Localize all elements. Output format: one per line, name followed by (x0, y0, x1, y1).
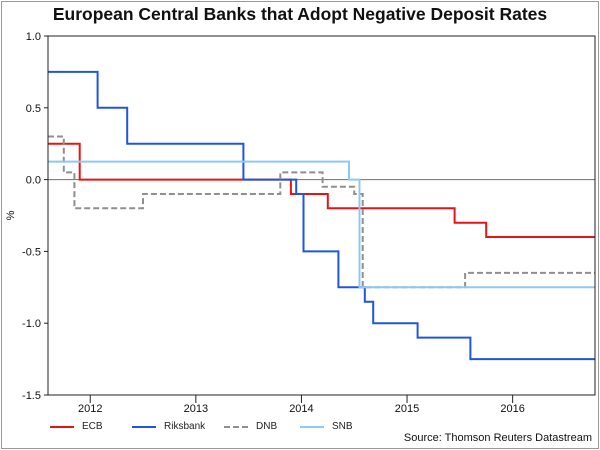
y-tick-label: -1.5 (22, 390, 41, 402)
x-tick-label: 2016 (500, 403, 524, 415)
x-tick-label: 2014 (289, 403, 313, 415)
x-tick-label: 2012 (78, 403, 102, 415)
legend-label: ECB (82, 421, 103, 432)
source-note: Source: Thomson Reuters Datastream (403, 432, 592, 444)
series-line-riksbank (48, 70, 595, 361)
legend-swatch (224, 426, 248, 428)
y-tick-label: -0.5 (22, 246, 41, 258)
x-tick-label: 2013 (184, 403, 208, 415)
series-line-snb (48, 160, 595, 289)
legend-label: DNB (256, 421, 278, 432)
legend-swatch (300, 426, 324, 428)
legend-swatch (132, 426, 156, 428)
chart-title: European Central Banks that Adopt Negati… (52, 4, 548, 24)
plot-area-border (47, 35, 596, 396)
series-line-ecb (48, 142, 595, 238)
legend-swatch (50, 426, 74, 428)
y-tick-label: -1.0 (22, 318, 41, 330)
legend-label: SNB (332, 421, 353, 432)
y-axis-label: % (5, 210, 17, 220)
x-tick-label: 2015 (395, 403, 419, 415)
axis-layer: 1.0 0.5 0.0 -0.5 -1.0 -1.5% 2012 2013 2014 2015 20… (5, 31, 525, 415)
y-tick-label: 1.0 (26, 31, 41, 43)
y-tick-label: 0.0 (26, 175, 41, 187)
series-layer (48, 70, 595, 361)
series-line-dnb (48, 135, 595, 289)
y-tick-label: 0.5 (26, 103, 41, 115)
legend-label: Riksbank (164, 421, 206, 432)
